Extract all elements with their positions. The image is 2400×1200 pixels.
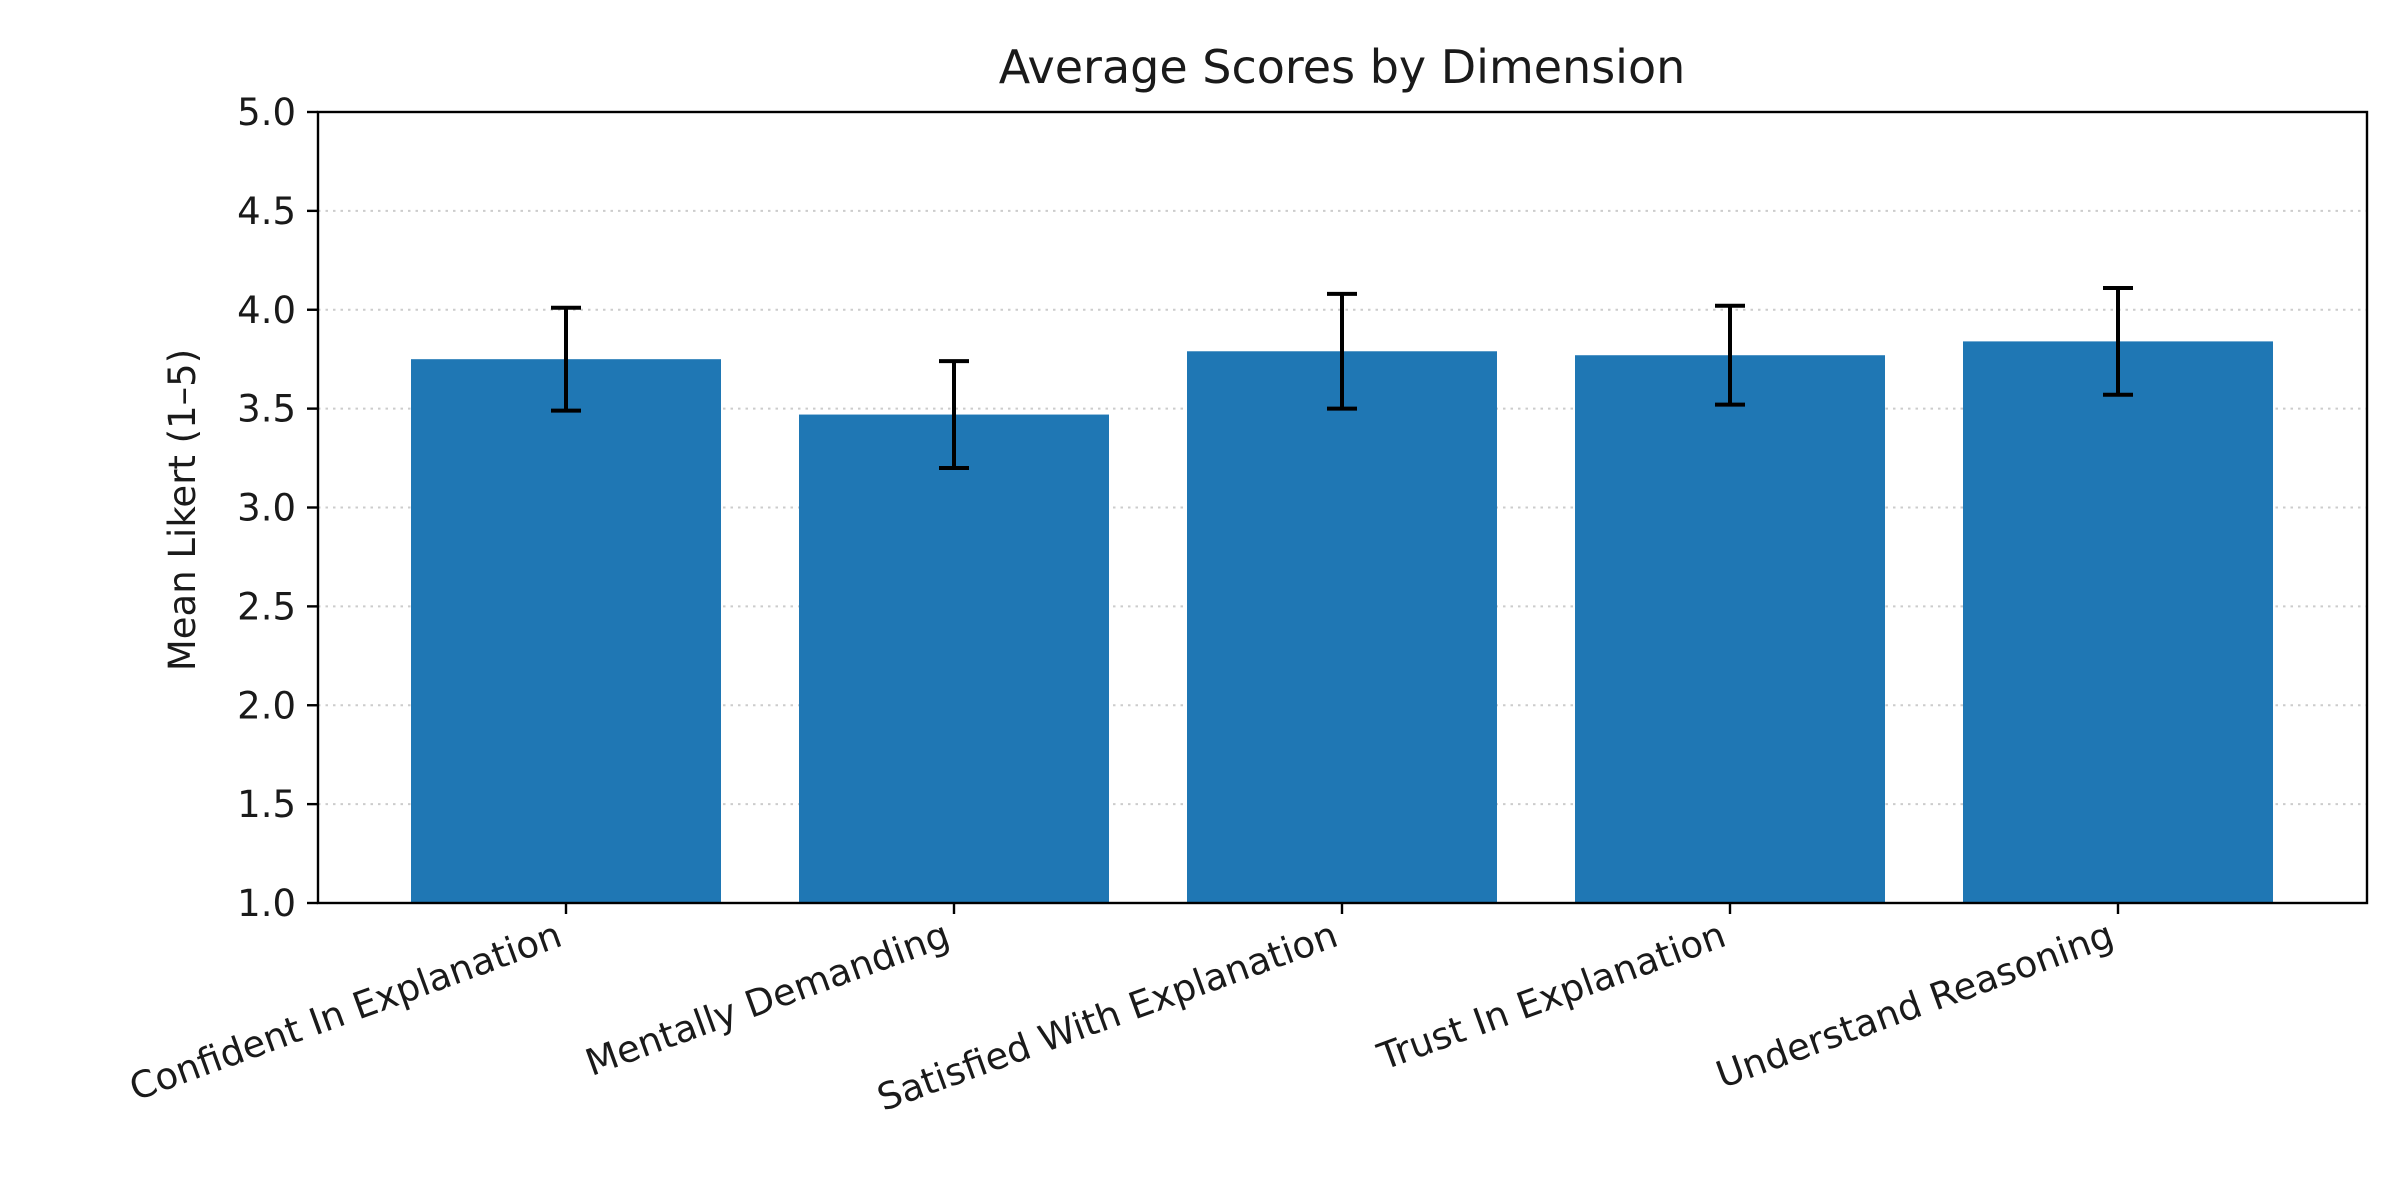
y-tick-label: 5.0 (237, 91, 296, 134)
y-tick-label: 1.0 (237, 882, 296, 925)
y-axis-ticks: 1.0 1.5 2.0 2.5 3.0 3.5 4.0 4.5 5.0 (237, 91, 318, 925)
bars (411, 341, 2273, 904)
bar (1963, 341, 2273, 903)
y-axis-label: Mean Likert (1–5) (161, 349, 204, 671)
y-tick-label: 3.0 (237, 487, 296, 530)
bar (799, 414, 1109, 903)
y-tick-label: 1.5 (237, 783, 296, 826)
y-tick-label: 4.0 (237, 289, 296, 332)
y-tick-label: 4.5 (237, 190, 296, 233)
bar (1575, 355, 1885, 903)
error-bars (551, 285, 2133, 470)
y-tick-label: 2.5 (237, 585, 296, 628)
y-tick-label: 3.5 (237, 388, 296, 431)
bar (411, 359, 721, 903)
chart-title: Average Scores by Dimension (999, 40, 1686, 94)
bar (1187, 351, 1497, 904)
y-tick-label: 2.0 (237, 684, 296, 727)
